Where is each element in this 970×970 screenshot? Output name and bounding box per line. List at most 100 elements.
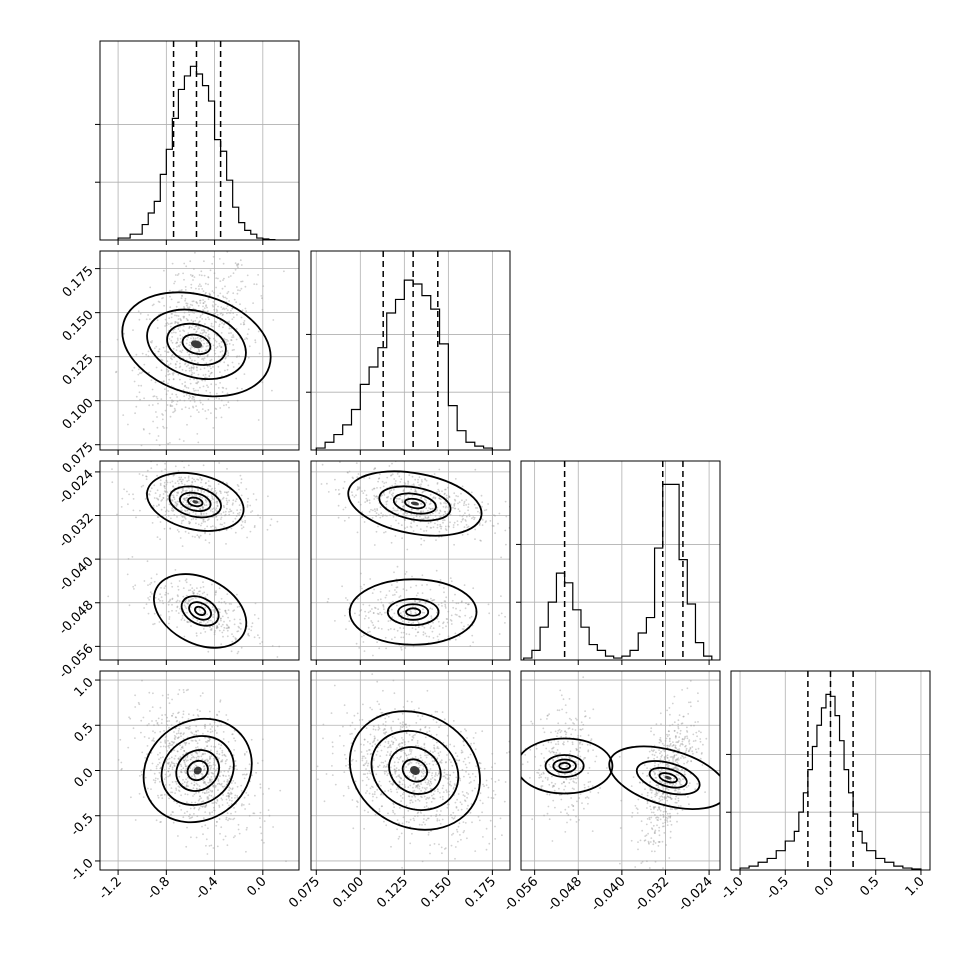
scatter-point	[192, 714, 195, 716]
scatter-point	[179, 365, 182, 368]
scatter-point	[559, 761, 561, 763]
scatter-point	[130, 796, 132, 799]
scatter-point	[577, 737, 579, 739]
scatter-point	[180, 794, 183, 797]
scatter-point	[382, 606, 385, 608]
scatter-point	[201, 497, 204, 499]
scatter-point	[414, 600, 416, 603]
scatter-point	[584, 715, 587, 717]
scatter-point	[181, 383, 184, 385]
scatter-point	[186, 621, 189, 624]
scatter-point	[411, 494, 414, 497]
scatter-point	[414, 777, 417, 780]
scatter-point	[185, 599, 188, 601]
scatter-point	[383, 492, 385, 494]
scatter-point	[196, 742, 199, 745]
scatter-point	[444, 488, 446, 491]
scatter-point	[232, 292, 235, 295]
scatter-point	[463, 830, 466, 832]
scatter-point	[184, 771, 187, 774]
scatter-point	[437, 603, 440, 606]
scatter-point	[421, 480, 423, 483]
scatter-point	[375, 773, 378, 776]
scatter-point	[171, 358, 173, 361]
scatter-point	[216, 767, 219, 770]
scatter-point	[372, 612, 375, 614]
scatter-point	[395, 776, 398, 778]
scatter-point	[566, 812, 568, 815]
scatter-point	[425, 798, 427, 801]
scatter-point	[410, 610, 412, 613]
scatter-point	[120, 761, 123, 764]
scatter-point	[565, 733, 567, 736]
scatter-point	[179, 725, 181, 727]
scatter-point	[419, 728, 422, 730]
scatter-point	[435, 569, 438, 572]
scatter-point	[368, 477, 371, 480]
scatter-point	[504, 500, 507, 503]
scatter-point	[184, 600, 187, 602]
scatter-point	[189, 274, 192, 276]
scatter-point	[393, 761, 396, 764]
scatter-point	[418, 787, 421, 790]
scatter-point	[179, 362, 181, 365]
scatter-point	[408, 821, 410, 824]
scatter-point	[452, 771, 455, 774]
scatter-point	[236, 399, 239, 402]
scatter-point	[140, 719, 143, 722]
scatter-point	[195, 733, 198, 736]
scatter-point	[467, 603, 469, 606]
scatter-point	[676, 758, 678, 761]
scatter-point	[209, 391, 212, 394]
scatter-point	[208, 337, 211, 340]
scatter-point	[394, 482, 397, 485]
scatter-point	[546, 718, 548, 720]
scatter-point	[157, 350, 160, 353]
scatter-point	[361, 759, 364, 762]
scatter-point	[214, 526, 217, 529]
scatter-point	[401, 501, 404, 503]
scatter-point	[189, 606, 192, 609]
scatter-point	[166, 750, 169, 752]
scatter-point	[432, 637, 435, 639]
scatter-point	[242, 323, 245, 326]
scatter-point	[240, 789, 243, 792]
scatter-point	[479, 539, 482, 542]
scatter-point	[212, 757, 215, 760]
scatter-point	[175, 403, 178, 406]
scatter-point	[228, 804, 230, 807]
scatter-point	[216, 500, 219, 503]
scatter-point	[186, 319, 189, 321]
scatter-point	[433, 750, 436, 752]
scatter-point	[216, 505, 219, 508]
scatter-point	[228, 320, 231, 323]
scatter-point	[427, 833, 430, 836]
scatter-point	[238, 832, 241, 835]
scatter-point	[387, 495, 390, 498]
scatter-point	[240, 264, 243, 266]
scatter-point	[401, 620, 404, 623]
scatter-point	[138, 775, 141, 777]
scatter-point	[435, 813, 438, 816]
scatter-point	[402, 588, 405, 590]
scatter-point	[165, 345, 168, 348]
scatter-point	[193, 328, 196, 331]
scatter-point	[321, 463, 324, 466]
scatter-point	[562, 742, 564, 745]
scatter-point	[172, 509, 175, 511]
scatter-point	[188, 522, 191, 525]
scatter-point	[187, 589, 190, 592]
scatter-point	[375, 512, 378, 514]
scatter-point	[219, 312, 222, 315]
scatter-point	[215, 515, 218, 518]
scatter-point	[227, 795, 230, 797]
scatter-point	[213, 308, 216, 311]
scatter-point	[202, 299, 205, 301]
scatter-point	[166, 360, 169, 363]
scatter-point	[190, 374, 193, 377]
scatter-point	[581, 802, 583, 804]
scatter-point	[248, 345, 251, 348]
scatter-point	[171, 341, 174, 344]
scatter-point	[184, 793, 187, 795]
scatter-point	[199, 496, 202, 499]
